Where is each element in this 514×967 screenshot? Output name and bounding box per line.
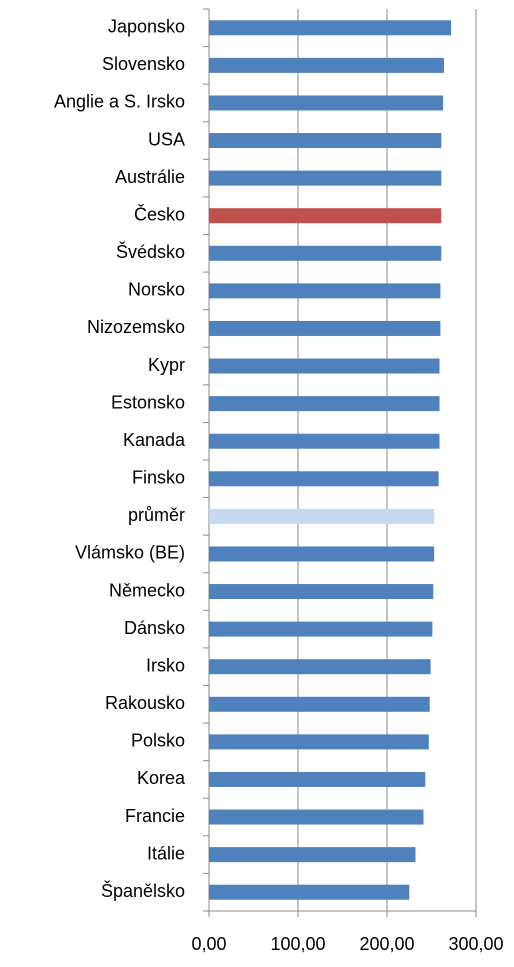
bar: [209, 584, 434, 600]
x-tick-label: 0,00: [191, 934, 226, 954]
y-tick-label: Estonsko: [111, 392, 185, 412]
y-tick-label: Španělsko: [101, 880, 185, 901]
y-tick-label: Finsko: [132, 468, 185, 488]
bar: [209, 809, 424, 825]
y-tick-label: Anglie a S. Irsko: [54, 92, 185, 112]
bar: [209, 133, 442, 149]
bar: [209, 358, 440, 374]
x-tick-label: 300,00: [448, 934, 503, 954]
bar: [209, 245, 442, 261]
y-tick-label: Francie: [125, 806, 185, 826]
bar: [209, 771, 426, 787]
x-tick-label: 200,00: [359, 934, 414, 954]
y-tick-label: průměr: [128, 505, 185, 525]
y-tick-label: Irsko: [146, 655, 185, 675]
bar: [209, 508, 435, 524]
y-tick-label: Korea: [137, 768, 186, 788]
y-tick-label: Kanada: [123, 430, 186, 450]
y-tick-label: Rakousko: [105, 693, 185, 713]
bar: [209, 696, 430, 712]
y-tick-label: Kypr: [148, 355, 185, 375]
y-tick-label: Švédsko: [116, 241, 185, 262]
x-tick-label: 100,00: [270, 934, 325, 954]
bar: [209, 20, 452, 36]
y-tick-label: Německo: [109, 580, 185, 600]
y-tick-label: Dánsko: [124, 618, 185, 638]
y-tick-label: Česko: [134, 203, 185, 224]
bar: [209, 95, 444, 111]
bar: [209, 847, 416, 863]
y-tick-label: Norsko: [128, 280, 185, 300]
y-tick-label: Polsko: [131, 731, 185, 751]
bar: [209, 208, 442, 224]
bar: [209, 283, 441, 299]
y-tick-label: Japonsko: [108, 17, 185, 37]
bar: [209, 471, 439, 487]
y-tick-label: Itálie: [147, 843, 185, 863]
bar: [209, 396, 440, 412]
bar: [209, 734, 429, 750]
bar: [209, 884, 410, 900]
bar: [209, 170, 442, 186]
y-tick-label: Vlámsko (BE): [75, 543, 185, 563]
bar: [209, 320, 441, 336]
bar: [209, 659, 431, 675]
bar: [209, 621, 433, 637]
y-tick-label: Austrálie: [115, 167, 185, 187]
bar: [209, 433, 440, 449]
bar: [209, 546, 435, 562]
bar: [209, 57, 444, 73]
y-tick-label: Nizozemsko: [87, 317, 185, 337]
y-tick-label: USA: [148, 129, 185, 149]
y-tick-label: Slovensko: [102, 54, 185, 74]
